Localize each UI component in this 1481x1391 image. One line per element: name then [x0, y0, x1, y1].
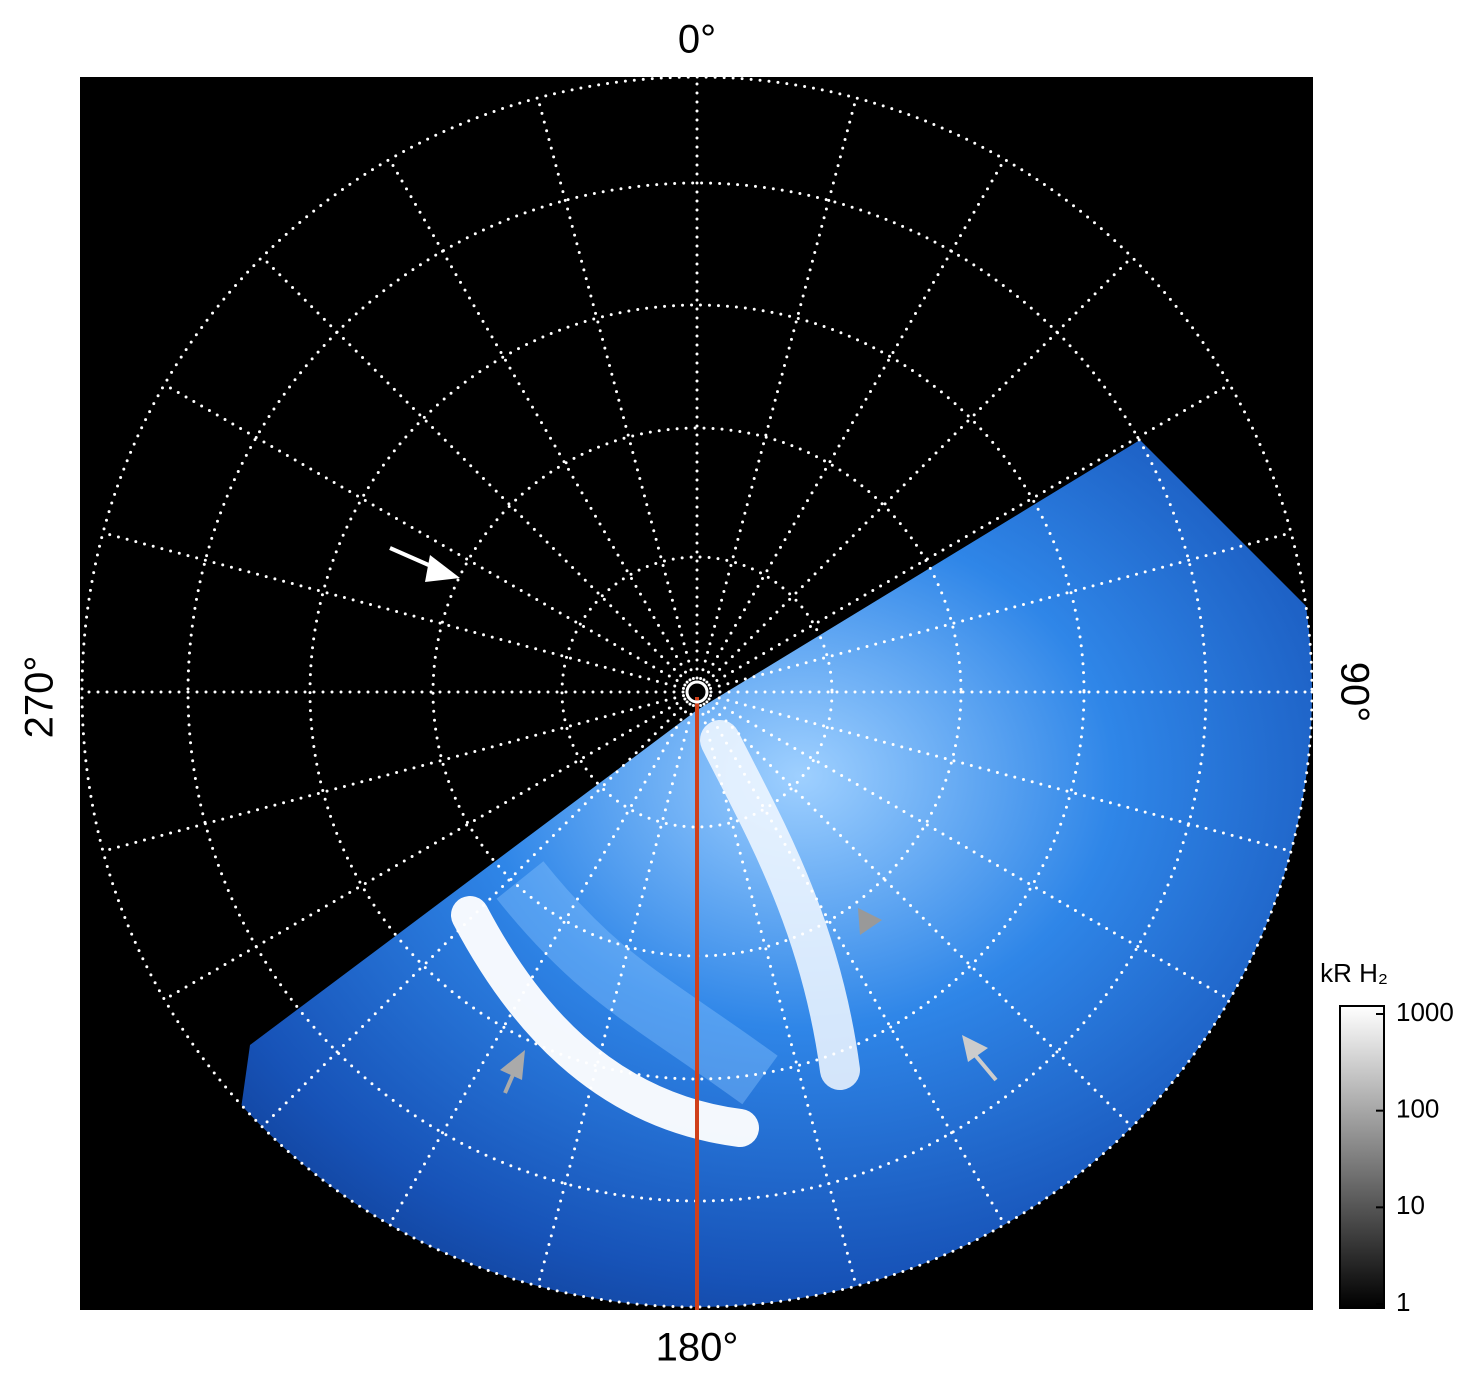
- grid-circle: [560, 555, 834, 829]
- grid-meridian: [388, 702, 692, 1227]
- grid-meridian: [709, 531, 1293, 690]
- grid: [80, 75, 1314, 1309]
- grid-meridian: [699, 96, 858, 680]
- grid-meridian: [101, 531, 685, 690]
- grid-meridian: [162, 697, 687, 1001]
- arrowhead: [858, 908, 882, 935]
- angle-label: 180°: [656, 1326, 739, 1370]
- grid-meridian: [702, 157, 1006, 682]
- grid-meridian: [536, 96, 695, 680]
- angle-label: 270°: [18, 656, 62, 739]
- colorbar-tick-label: 10: [1396, 1190, 1425, 1220]
- pole-marker: [685, 680, 709, 704]
- grid-meridian: [388, 157, 692, 682]
- grid-circle: [80, 75, 1314, 1309]
- diffuse-emission: [496, 861, 778, 1105]
- arrowhead: [425, 555, 460, 582]
- inner-arc: [700, 720, 860, 1090]
- grid-meridian: [536, 704, 695, 1288]
- arrow: [973, 1053, 998, 1082]
- arrowhead: [500, 1050, 525, 1080]
- arrowhead: [962, 1035, 988, 1062]
- grid-meridian: [260, 700, 689, 1129]
- main-oval: [451, 896, 759, 1147]
- angle-label: 0°: [678, 18, 716, 62]
- colorbar-tick-label: 1000: [1396, 997, 1454, 1027]
- grid-meridian: [260, 255, 689, 684]
- grid-meridian: [709, 694, 1293, 853]
- grid-meridian: [702, 702, 1006, 1227]
- colorbar-tick-label: 1: [1396, 1287, 1410, 1317]
- grid-meridian: [101, 694, 685, 853]
- grid-meridian: [707, 383, 1232, 687]
- grid-meridian: [705, 255, 1134, 684]
- colorbar: [1339, 1005, 1385, 1309]
- grid-meridian: [699, 704, 858, 1288]
- colorbar-ticks: 1 10 100 1000: [1376, 997, 1454, 1317]
- grid-meridian: [705, 700, 1134, 1129]
- grid-meridian: [162, 383, 687, 687]
- grid-circle: [308, 303, 1086, 1081]
- arrows: [389, 546, 998, 1094]
- angle-label: 90°: [1332, 662, 1376, 723]
- colorbar-title: kR H₂: [1320, 958, 1388, 988]
- grid-meridian: [707, 697, 1232, 1001]
- colorbar-tick-label: 100: [1396, 1094, 1439, 1124]
